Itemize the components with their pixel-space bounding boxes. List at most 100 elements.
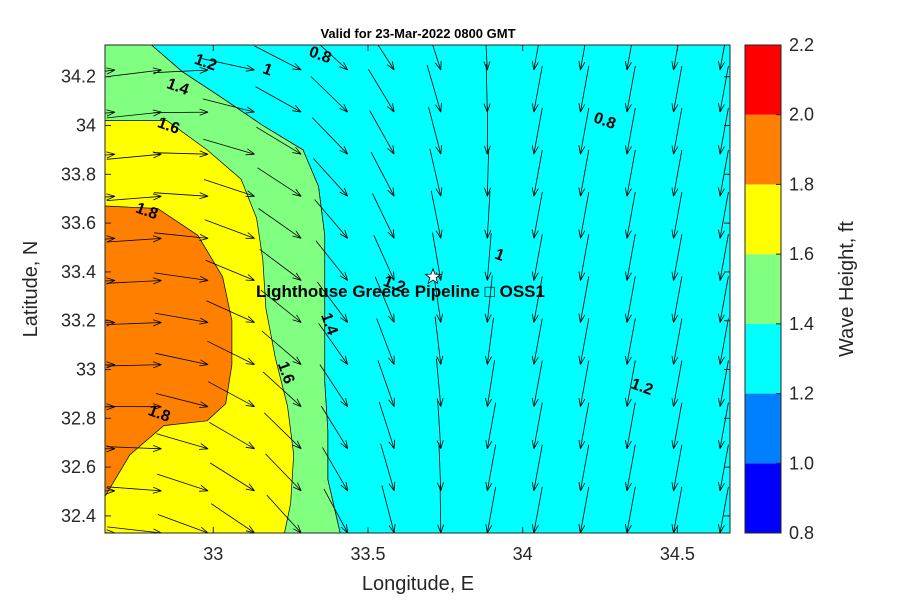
y-axis-label: Latitude, N [20, 241, 42, 338]
wave-vector-arrow [106, 486, 162, 494]
wave-vector-arrow [578, 149, 590, 197]
wave-vector-arrow [319, 45, 349, 71]
colorbar-tick-label: 0.8 [789, 523, 814, 543]
wave-vector-arrow [319, 364, 349, 408]
wave-vector-arrow [255, 86, 302, 113]
wave-vector-arrow [484, 233, 492, 281]
wave-vector-arrow [671, 192, 683, 239]
wave-vector-arrow [718, 276, 729, 323]
wave-vector-arrow [718, 318, 729, 365]
wave-vector-arrow [106, 67, 162, 77]
colorbar-tick-label: 1.6 [789, 244, 814, 264]
wave-vector-arrow [208, 421, 255, 450]
wave-vector-arrow [578, 45, 586, 71]
x-tick-label: 33.5 [350, 544, 385, 564]
contour-label-0.8: 0.8 [591, 109, 618, 133]
wave-vector-arrow [671, 149, 683, 197]
wave-vector-arrow [203, 138, 255, 156]
colorbar-tick-label: 1.2 [789, 384, 814, 404]
wave-vector-arrow [578, 360, 590, 407]
wave-vector-arrow [153, 108, 209, 116]
wave-vector-arrow [254, 45, 302, 71]
wave-vector-arrow [318, 323, 349, 365]
colorbar-tick-label: 2.0 [789, 105, 814, 125]
wave-vector-arrow [259, 248, 302, 281]
contour-label-1.6: 1.6 [155, 114, 182, 138]
wave-vector-arrow [204, 219, 255, 239]
wave-vector-arrow [374, 276, 395, 323]
wave-vector-arrow [531, 360, 543, 407]
wave-vector-arrow [531, 65, 543, 113]
wave-vector-arrow [105, 151, 116, 159]
wave-vector-arrow [106, 235, 162, 243]
wave-vector-arrow [625, 486, 636, 533]
wave-vector-arrow [671, 402, 683, 450]
wave-vector-arrow [531, 276, 543, 323]
wave-vector-arrow [107, 526, 162, 533]
wave-vector-arrow [207, 340, 255, 365]
wave-vector-arrow [718, 65, 729, 113]
wave-vector-arrow [483, 45, 491, 71]
wave-vector-arrow [202, 98, 255, 114]
y-tick-label: 32.4 [61, 506, 96, 526]
wave-vector-arrow [320, 405, 349, 450]
wave-vector-arrow [484, 275, 493, 323]
wave-vector-arrow [106, 445, 162, 452]
colorbar-swatch [745, 184, 781, 255]
colorbar-swatch [745, 254, 781, 324]
wave-vector-arrow [485, 486, 497, 533]
colorbar-swatch [745, 393, 781, 464]
wave-vector-arrow [106, 319, 162, 327]
contour-label-1.4: 1.4 [317, 311, 341, 338]
wave-vector-arrow [718, 107, 729, 155]
wave-vector-arrow [323, 488, 349, 533]
wave-vector-arrow [578, 318, 590, 365]
wave-vector-arrow [311, 117, 349, 155]
wave-vector-arrow [625, 402, 636, 450]
wave-vector-arrow [671, 276, 683, 323]
y-tick-label: 32.8 [61, 408, 96, 428]
contour-label-1.2: 1.2 [628, 375, 655, 399]
wave-vector-arrow [484, 148, 491, 197]
wave-vector-arrow [314, 199, 349, 239]
y-tick-label: 33.4 [61, 262, 96, 282]
wave-vector-arrow [436, 358, 444, 407]
y-tick-label: 34 [76, 116, 96, 136]
y-tick-label: 34.2 [61, 67, 96, 87]
wave-vector-arrow [368, 68, 395, 113]
station-star-icon [424, 267, 442, 285]
wave-vector-arrow [578, 486, 590, 533]
wave-vector-arrow [105, 235, 116, 243]
wave-vector-arrow [372, 193, 395, 239]
wave-vector-arrow [381, 485, 396, 533]
contour-label-1.6: 1.6 [274, 359, 298, 386]
y-tick-label: 33.8 [61, 164, 96, 184]
wave-vector-arrow [671, 360, 683, 407]
wave-vector-arrow [105, 487, 116, 495]
wave-vector-arrow [105, 403, 116, 411]
wave-vector-arrow [485, 317, 494, 365]
wave-vector-arrow [531, 45, 539, 71]
wave-vector-arrow [625, 107, 636, 155]
wave-vector-arrow [671, 234, 683, 281]
x-tick-label: 34 [513, 544, 533, 564]
y-tick-label: 33.6 [61, 213, 96, 233]
colorbar-tick-label: 2.2 [789, 35, 814, 55]
wave-vector-arrow [155, 393, 209, 408]
wave-vector-arrow [625, 192, 636, 239]
wave-vector-arrow [206, 300, 255, 323]
wave-vector-arrow [718, 149, 729, 197]
wave-vector-arrow [578, 192, 590, 239]
wave-vector-arrow [429, 148, 443, 197]
wave-vector-arrow [531, 444, 543, 492]
wave-vector-arrow [106, 277, 162, 285]
wave-vector-arrow [718, 402, 729, 450]
wave-vector-arrow [437, 485, 445, 533]
wave-vector-arrow [578, 276, 590, 323]
wave-vector-arrow [718, 45, 725, 71]
wave-vector-arrow [625, 276, 636, 323]
wave-vector-arrow [432, 45, 442, 71]
wave-vector-arrow [261, 330, 302, 365]
